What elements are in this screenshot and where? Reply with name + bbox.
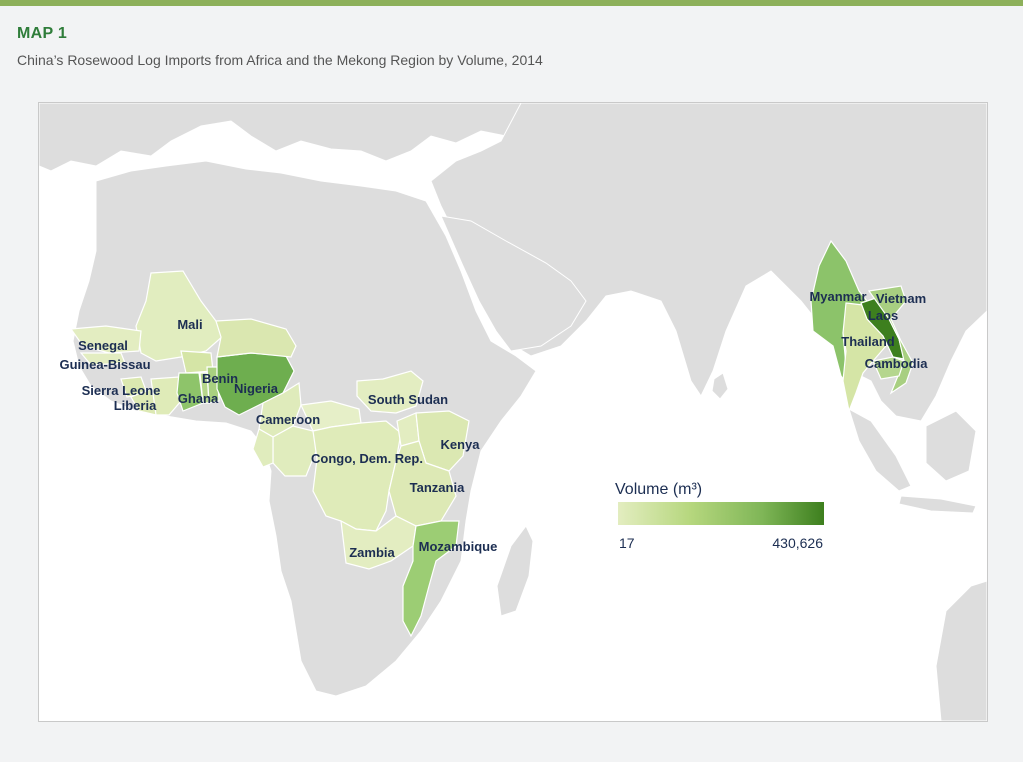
label-laos: Laos <box>868 308 898 323</box>
land-madagascar <box>496 525 534 617</box>
legend-title: Volume (m³) <box>615 481 702 498</box>
map-title: China’s Rosewood Log Imports from Africa… <box>17 52 543 68</box>
map-frame: Mali Senegal Guinea-Bissau Sierra Leone … <box>38 102 988 722</box>
label-kenya: Kenya <box>440 437 480 452</box>
country-south-sudan[interactable] <box>356 370 424 414</box>
top-accent-bar <box>0 0 1023 6</box>
land-australia <box>935 580 987 721</box>
label-guinea-bissau: Guinea-Bissau <box>59 357 150 372</box>
country-cote-divoire <box>150 376 182 416</box>
label-mozambique: Mozambique <box>419 539 498 554</box>
land-sumatra <box>848 407 912 492</box>
map-svg: Mali Senegal Guinea-Bissau Sierra Leone … <box>39 103 987 721</box>
label-mali: Mali <box>177 317 202 332</box>
label-tanzania: Tanzania <box>410 480 465 495</box>
label-benin: Benin <box>202 371 238 386</box>
land-arabian-peninsula <box>440 215 587 352</box>
map-number-label: MAP 1 <box>17 25 68 42</box>
country-niger <box>215 318 297 358</box>
label-liberia: Liberia <box>114 398 157 413</box>
label-myanmar: Myanmar <box>809 289 866 304</box>
legend-max-value: 430,626 <box>772 535 823 551</box>
label-thailand: Thailand <box>841 334 895 349</box>
land-java <box>898 495 977 514</box>
country-mozambique[interactable] <box>402 520 460 638</box>
land-borneo <box>925 410 977 482</box>
label-nigeria: Nigeria <box>234 381 279 396</box>
country-benin[interactable] <box>206 366 220 404</box>
country-cambodia[interactable] <box>872 356 905 380</box>
country-gabon <box>252 428 274 468</box>
label-vietnam: Vietnam <box>876 291 926 306</box>
country-guinea-bissau[interactable] <box>79 352 126 366</box>
label-sierra-leone: Sierra Leone <box>82 383 161 398</box>
label-dr-congo: Congo, Dem. Rep. <box>311 451 423 466</box>
legend-min-value: 17 <box>619 535 635 551</box>
label-ghana: Ghana <box>178 391 219 406</box>
legend-color-ramp <box>618 502 824 525</box>
label-cameroon: Cameroon <box>256 412 320 427</box>
label-cambodia: Cambodia <box>865 356 929 371</box>
country-congo-rep <box>272 425 318 477</box>
label-senegal: Senegal <box>78 338 128 353</box>
country-ghana[interactable] <box>176 372 204 412</box>
land-sri-lanka <box>711 372 729 400</box>
label-zambia: Zambia <box>349 545 395 560</box>
land-europe <box>39 103 537 172</box>
label-south-sudan: South Sudan <box>368 392 448 407</box>
country-senegal[interactable] <box>69 325 142 354</box>
country-dr-congo[interactable] <box>312 420 402 532</box>
